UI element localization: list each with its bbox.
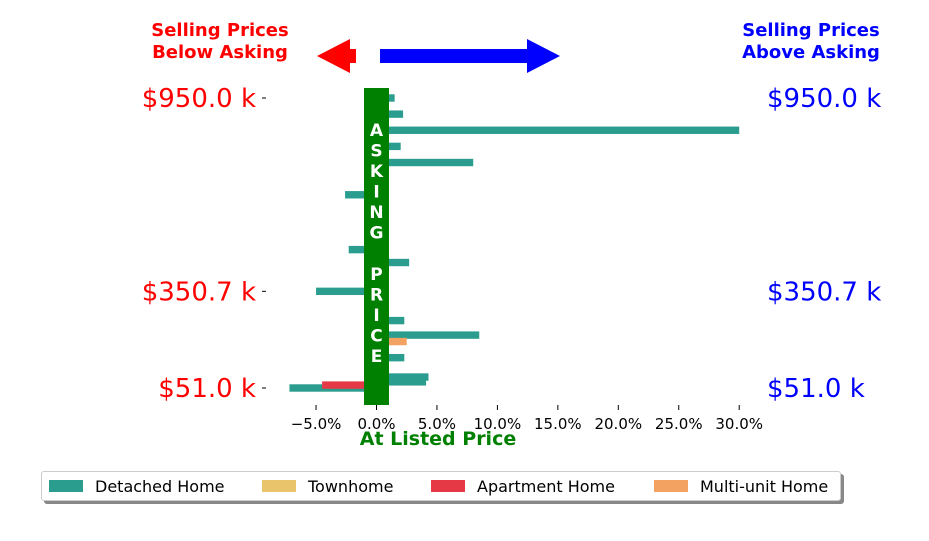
bar-detached-home xyxy=(376,331,480,339)
y-tick-label-right: $950.0 k xyxy=(767,84,881,114)
asking-band-letter: S xyxy=(370,142,382,162)
asking-band-letter: N xyxy=(369,203,383,223)
legend-swatch xyxy=(49,480,83,492)
asking-band-letter: A xyxy=(370,121,384,141)
legend-item: Multi-unit Home xyxy=(654,477,828,496)
bar-detached-home xyxy=(376,316,405,325)
y-tick-label-left: $51.0 k xyxy=(158,374,256,404)
legend-label: Multi-unit Home xyxy=(700,476,829,496)
x-tick-label: 5.0% xyxy=(418,415,456,433)
x-tick-label: −5.0% xyxy=(291,415,342,433)
above-asking-title-line: Selling Prices xyxy=(742,20,880,41)
y-tick-label-left: $950.0 k xyxy=(142,84,256,114)
bar-detached-home xyxy=(376,110,404,118)
left-arrow-icon xyxy=(317,39,356,73)
asking-band-letter: R xyxy=(370,286,383,306)
legend-item: Apartment Home xyxy=(431,477,615,496)
bar-detached-home xyxy=(376,378,427,386)
x-tick-label: 15.0% xyxy=(534,415,582,433)
asking-band-letter: G xyxy=(370,224,384,244)
x-tick-label: 10.0% xyxy=(474,415,522,433)
bar-detached-home xyxy=(376,258,410,267)
below-asking-title-line: Selling Prices xyxy=(151,20,289,41)
asking-band-letter: K xyxy=(370,162,384,182)
asking-band-letter: I xyxy=(373,306,379,326)
bar-detached-home xyxy=(345,191,377,199)
y-tick-label-left: $350.7 k xyxy=(142,277,256,307)
bar-multi-unit-home xyxy=(376,337,407,346)
asking-band-letter: P xyxy=(370,265,382,285)
below-asking-title-line: Below Asking xyxy=(152,42,288,63)
x-axis-label: At Listed Price xyxy=(360,428,516,450)
x-tick-label: 25.0% xyxy=(655,415,703,433)
bar-detached-home xyxy=(316,287,377,296)
asking-price-band xyxy=(364,88,389,405)
legend-item: Detached Home xyxy=(49,477,225,496)
above-asking-title-line: Above Asking xyxy=(742,42,880,63)
asking-band-letter: C xyxy=(370,327,382,347)
legend-swatch xyxy=(654,480,688,492)
y-tick-label-right: $350.7 k xyxy=(767,277,881,307)
asking-band-letter: E xyxy=(371,347,383,367)
x-tick-label: 30.0% xyxy=(715,415,763,433)
legend-label: Apartment Home xyxy=(477,476,615,496)
legend-swatch xyxy=(431,480,465,492)
bar-detached-home xyxy=(348,245,377,254)
bar-apartment-home xyxy=(322,381,377,389)
bar-detached-home xyxy=(376,373,429,381)
chart-legend: Detached Home Townhome Apartment Home Multi… xyxy=(41,471,841,501)
legend-label: Detached Home xyxy=(95,476,225,496)
x-tick-label: 20.0% xyxy=(594,415,642,433)
x-tick-label: 0.0% xyxy=(357,415,395,433)
bar-detached-home xyxy=(376,126,740,134)
legend-item: Townhome xyxy=(262,477,393,496)
y-tick-label-right: $51.0 k xyxy=(767,374,865,404)
legend-swatch xyxy=(262,480,296,492)
bar-detached-home xyxy=(376,158,474,167)
below-asking-title: Selling Prices Below Asking xyxy=(120,20,320,64)
asking-band-letter: I xyxy=(373,183,379,203)
right-arrow-icon xyxy=(380,39,560,73)
bar-detached-home xyxy=(376,353,405,362)
above-asking-title: Selling Prices Above Asking xyxy=(711,20,911,64)
legend-label: Townhome xyxy=(308,476,394,496)
